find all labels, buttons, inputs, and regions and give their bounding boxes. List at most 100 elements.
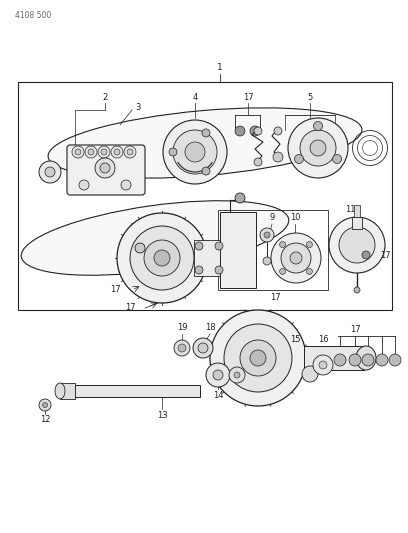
Circle shape: [144, 240, 180, 276]
Text: 15: 15: [290, 335, 300, 344]
Circle shape: [281, 243, 311, 273]
Text: 11: 11: [345, 206, 355, 214]
Circle shape: [173, 130, 217, 174]
Circle shape: [42, 402, 47, 408]
Text: 12: 12: [40, 416, 50, 424]
Circle shape: [154, 250, 170, 266]
Circle shape: [313, 122, 322, 131]
Circle shape: [117, 213, 207, 303]
Bar: [194, 240, 224, 276]
Circle shape: [79, 180, 89, 190]
Circle shape: [127, 149, 133, 155]
Circle shape: [193, 338, 213, 358]
Text: 17: 17: [125, 303, 135, 312]
Circle shape: [389, 354, 401, 366]
Circle shape: [306, 241, 313, 247]
Text: 7: 7: [151, 214, 157, 222]
Circle shape: [130, 226, 194, 290]
Circle shape: [302, 366, 318, 382]
Text: 4108 500: 4108 500: [15, 11, 51, 20]
Text: 3: 3: [135, 102, 141, 111]
Circle shape: [362, 251, 370, 259]
Circle shape: [45, 167, 55, 177]
Circle shape: [215, 242, 223, 250]
Bar: [218, 210, 328, 290]
Circle shape: [224, 324, 292, 392]
Circle shape: [185, 142, 205, 162]
Circle shape: [202, 129, 210, 137]
Circle shape: [263, 257, 271, 265]
Text: 2: 2: [102, 93, 108, 101]
Text: 8: 8: [225, 214, 231, 222]
Circle shape: [362, 354, 374, 366]
Circle shape: [274, 127, 282, 135]
Circle shape: [85, 146, 97, 158]
FancyBboxPatch shape: [67, 145, 145, 195]
Circle shape: [101, 149, 107, 155]
Circle shape: [279, 269, 286, 274]
Circle shape: [235, 126, 245, 136]
Circle shape: [234, 372, 240, 378]
Text: 10: 10: [290, 214, 300, 222]
Circle shape: [213, 370, 223, 380]
Circle shape: [254, 158, 262, 166]
Circle shape: [215, 266, 223, 274]
Circle shape: [334, 354, 346, 366]
Circle shape: [111, 146, 123, 158]
Circle shape: [88, 149, 94, 155]
Circle shape: [354, 287, 360, 293]
Circle shape: [169, 148, 177, 156]
Circle shape: [250, 126, 260, 136]
Circle shape: [273, 152, 283, 162]
Ellipse shape: [55, 383, 65, 399]
Bar: [352, 217, 362, 229]
Circle shape: [319, 361, 327, 369]
Circle shape: [210, 310, 306, 406]
Text: 13: 13: [157, 410, 167, 419]
Circle shape: [95, 158, 115, 178]
Text: 17: 17: [380, 251, 390, 260]
Text: 17: 17: [243, 93, 253, 101]
Circle shape: [195, 266, 203, 274]
Circle shape: [310, 140, 326, 156]
Bar: [18, 82, 392, 310]
Circle shape: [288, 118, 348, 178]
Text: 17: 17: [270, 294, 280, 303]
Text: 17: 17: [110, 286, 120, 295]
Circle shape: [114, 149, 120, 155]
Circle shape: [250, 350, 266, 366]
Circle shape: [254, 127, 262, 135]
Text: 18: 18: [205, 324, 215, 333]
Bar: [75, 385, 200, 397]
Bar: [354, 205, 360, 217]
Circle shape: [329, 217, 385, 273]
Bar: [304, 346, 364, 370]
Circle shape: [279, 241, 286, 247]
Circle shape: [124, 146, 136, 158]
Circle shape: [376, 354, 388, 366]
Bar: [220, 212, 256, 288]
Circle shape: [195, 242, 203, 250]
Text: 16: 16: [318, 335, 328, 344]
Text: 4: 4: [193, 93, 197, 101]
Text: 17: 17: [350, 326, 360, 335]
Text: 19: 19: [177, 324, 187, 333]
Bar: [60, 383, 75, 399]
Circle shape: [264, 232, 270, 238]
Circle shape: [98, 146, 110, 158]
Circle shape: [295, 155, 304, 164]
Circle shape: [300, 130, 336, 166]
Text: 5: 5: [307, 93, 313, 101]
Circle shape: [240, 340, 276, 376]
Circle shape: [260, 228, 274, 242]
Circle shape: [135, 243, 145, 253]
Circle shape: [163, 120, 227, 184]
Ellipse shape: [48, 108, 362, 178]
Circle shape: [121, 180, 131, 190]
Text: 1: 1: [217, 63, 223, 72]
Circle shape: [235, 193, 245, 203]
Ellipse shape: [21, 201, 289, 275]
Circle shape: [72, 146, 84, 158]
Circle shape: [271, 233, 321, 283]
Circle shape: [333, 155, 341, 164]
